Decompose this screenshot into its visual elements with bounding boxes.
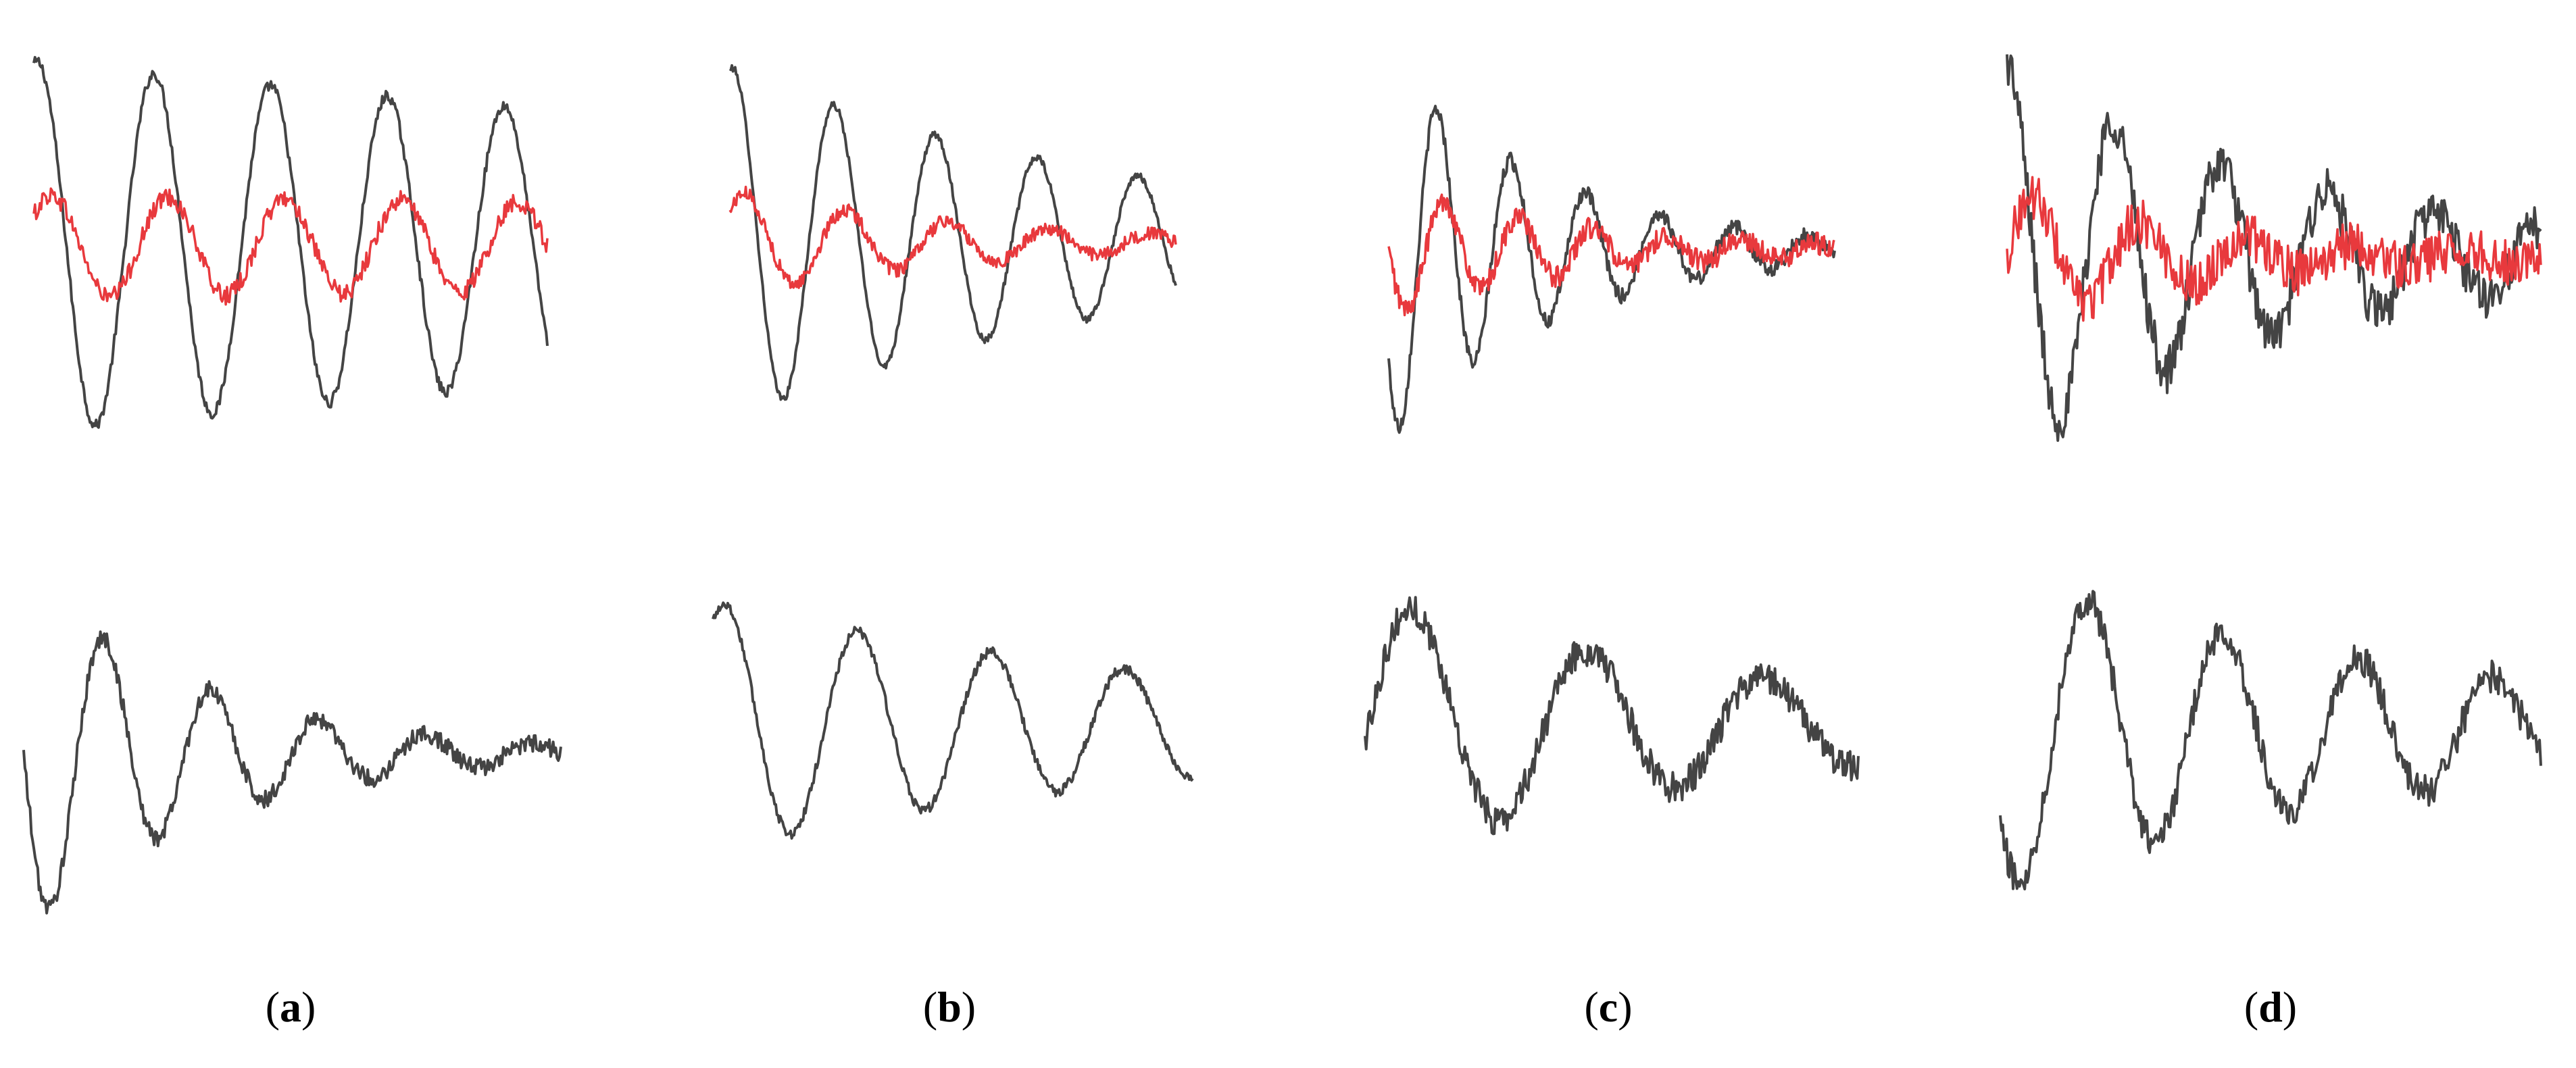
caption-a-open: ( xyxy=(266,983,280,1031)
series-line-b-top-0 xyxy=(728,63,1177,401)
plot-b-top xyxy=(728,63,1177,401)
series-line-a-bottom-0 xyxy=(22,630,562,915)
plot-c-top xyxy=(1387,105,1836,434)
series-line-c-bottom-0 xyxy=(1364,596,1860,836)
caption-a-label: a xyxy=(280,983,301,1031)
plot-a-top xyxy=(32,55,549,429)
series-line-a-top-1 xyxy=(32,187,549,306)
caption-a-close: ) xyxy=(301,983,316,1031)
caption-c-close: ) xyxy=(1618,983,1632,1031)
caption-c-label: c xyxy=(1599,983,1618,1031)
caption-b-label: b xyxy=(937,983,962,1031)
caption-b-close: ) xyxy=(962,983,976,1031)
caption-c-open: ( xyxy=(1584,983,1598,1031)
series-line-d-top-1 xyxy=(2006,176,2542,322)
plot-a-bottom xyxy=(22,630,562,915)
plot-d-top xyxy=(2006,54,2542,442)
caption-a: (a) xyxy=(266,983,316,1031)
series-line-d-bottom-0 xyxy=(1999,590,2542,891)
caption-b: (b) xyxy=(923,983,976,1031)
series-line-d-top-0 xyxy=(2006,54,2542,442)
plot-c-bottom xyxy=(1364,596,1860,836)
series-line-c-top-0 xyxy=(1387,105,1836,434)
plots-group xyxy=(22,54,2542,915)
series-line-c-top-1 xyxy=(1387,193,1835,317)
caption-c: (c) xyxy=(1584,983,1632,1031)
caption-d-label: d xyxy=(2258,983,2283,1031)
caption-d-open: ( xyxy=(2244,983,2258,1031)
series-line-a-top-0 xyxy=(32,55,549,429)
caption-b-open: ( xyxy=(923,983,937,1031)
series-line-b-top-1 xyxy=(728,185,1177,289)
caption-d: (d) xyxy=(2244,983,2297,1031)
series-line-b-bottom-0 xyxy=(712,601,1194,840)
plot-b-bottom xyxy=(712,601,1194,840)
plot-d-bottom xyxy=(1999,590,2542,891)
caption-d-close: ) xyxy=(2283,983,2297,1031)
